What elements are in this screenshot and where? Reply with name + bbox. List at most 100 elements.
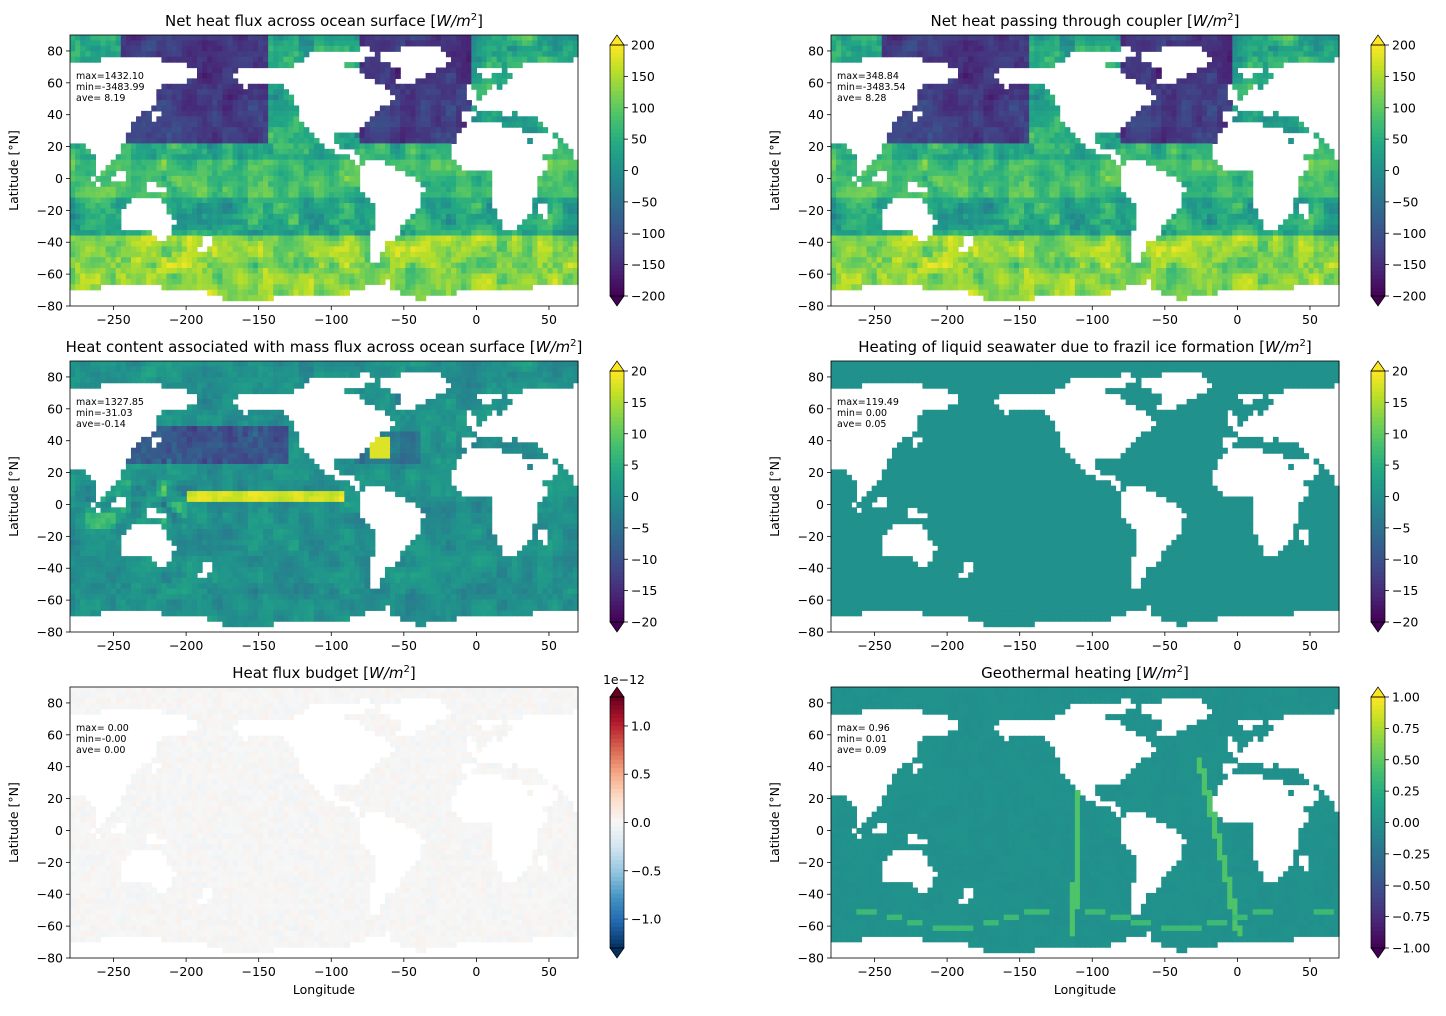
heatmap-cell bbox=[395, 138, 401, 144]
heatmap-cell bbox=[1263, 122, 1269, 128]
heatmap-cell bbox=[177, 89, 183, 95]
heatmap-cell bbox=[365, 268, 371, 274]
heatmap-cell bbox=[1293, 51, 1299, 57]
heatmap-cell bbox=[111, 35, 117, 41]
heatmap-cell bbox=[207, 122, 213, 128]
heatmap-cell bbox=[522, 230, 528, 236]
heatmap-cell bbox=[836, 40, 842, 46]
heatmap-cell bbox=[172, 214, 178, 220]
heatmap-cell bbox=[192, 78, 198, 84]
heatmap-cell bbox=[1141, 78, 1147, 84]
heatmap-cell bbox=[481, 268, 487, 274]
heatmap-cell bbox=[202, 160, 208, 166]
heatmap-cell bbox=[922, 111, 928, 117]
heatmap-cell bbox=[278, 219, 284, 225]
heatmap-cell bbox=[441, 165, 447, 171]
heatmap-cell bbox=[268, 290, 274, 296]
heatmap-cell bbox=[177, 252, 183, 258]
heatmap-cell bbox=[994, 62, 1000, 68]
heatmap-cell bbox=[1060, 51, 1066, 57]
heatmap-cell bbox=[405, 284, 411, 290]
heatmap-cell bbox=[563, 149, 569, 155]
heatmap-cell bbox=[948, 127, 954, 133]
heatmap-cell bbox=[963, 84, 969, 90]
heatmap-cell bbox=[456, 84, 462, 90]
heatmap-cell bbox=[334, 257, 340, 263]
heatmap-cell bbox=[339, 252, 345, 258]
heatmap-cell bbox=[436, 78, 442, 84]
heatmap-cell bbox=[344, 268, 350, 274]
heatmap-cell bbox=[314, 236, 320, 242]
heatmap-cell bbox=[999, 51, 1005, 57]
heatmap-cell bbox=[172, 160, 178, 166]
heatmap-cell bbox=[222, 295, 228, 301]
heatmap-cell bbox=[187, 160, 193, 166]
heatmap-cell bbox=[248, 160, 254, 166]
heatmap-cell bbox=[395, 105, 401, 111]
heatmap-cell bbox=[70, 154, 76, 160]
heatmap-cell bbox=[973, 46, 979, 52]
heatmap-cell bbox=[309, 198, 315, 204]
heatmap-cell bbox=[106, 273, 112, 279]
heatmap-cell bbox=[405, 138, 411, 144]
heatmap-cell bbox=[548, 246, 554, 252]
heatmap-cell bbox=[273, 181, 279, 187]
heatmap-cell bbox=[1253, 35, 1259, 41]
heatmap-cell bbox=[182, 165, 188, 171]
heatmap-cell bbox=[426, 116, 432, 122]
heatmap-cell bbox=[410, 160, 416, 166]
heatmap-cell bbox=[116, 203, 122, 209]
heatmap-cell bbox=[415, 149, 421, 155]
heatmap-cell bbox=[182, 181, 188, 187]
heatmap-cell bbox=[151, 160, 157, 166]
heatmap-cell bbox=[395, 133, 401, 139]
heatmap-cell bbox=[151, 263, 157, 269]
heatmap-cell bbox=[70, 268, 76, 274]
heatmap-cell bbox=[466, 187, 472, 193]
heatmap-cell bbox=[141, 279, 147, 285]
heatmap-cell bbox=[426, 100, 432, 106]
heatmap-cell bbox=[329, 257, 335, 263]
heatmap-cell bbox=[238, 181, 244, 187]
heatmap-cell bbox=[983, 122, 989, 128]
heatmap-cell bbox=[299, 187, 305, 193]
heatmap-cell bbox=[238, 241, 244, 247]
heatmap-cell bbox=[197, 230, 203, 236]
heatmap-cell bbox=[349, 263, 355, 269]
heatmap-cell bbox=[233, 62, 239, 68]
heatmap-cell bbox=[841, 40, 847, 46]
heatmap-cell bbox=[238, 192, 244, 198]
heatmap-cell bbox=[263, 246, 269, 252]
heatmap-cell bbox=[441, 46, 447, 52]
heatmap-cell bbox=[487, 192, 493, 198]
heatmap-cell bbox=[426, 208, 432, 214]
heatmap-cell bbox=[217, 46, 223, 52]
heatmap-cell bbox=[202, 73, 208, 79]
heatmap-cell bbox=[222, 279, 228, 285]
heatmap-cell bbox=[405, 100, 411, 106]
heatmap-cell bbox=[172, 246, 178, 252]
heatmap-cell bbox=[431, 171, 437, 177]
heatmap-cell bbox=[1004, 51, 1010, 57]
heatmap-cell bbox=[436, 116, 442, 122]
heatmap-cell bbox=[268, 273, 274, 279]
heatmap-cell bbox=[481, 273, 487, 279]
heatmap-cell bbox=[294, 219, 300, 225]
heatmap-cell bbox=[1288, 35, 1294, 41]
heatmap-cell bbox=[415, 138, 421, 144]
heatmap-cell bbox=[212, 225, 218, 231]
heatmap-cell bbox=[390, 133, 396, 139]
heatmap-cell bbox=[1212, 40, 1218, 46]
heatmap-cell bbox=[283, 171, 289, 177]
heatmap-cell bbox=[1187, 116, 1193, 122]
heatmap-cell bbox=[1126, 62, 1132, 68]
heatmap-cell bbox=[492, 268, 498, 274]
heatmap-cell bbox=[349, 62, 355, 68]
heatmap-cell bbox=[288, 192, 294, 198]
heatmap-cell bbox=[532, 273, 538, 279]
heatmap-cell bbox=[294, 203, 300, 209]
heatmap-cell bbox=[273, 263, 279, 269]
heatmap-cell bbox=[268, 116, 274, 122]
heatmap-cell bbox=[304, 192, 310, 198]
heatmap-cell bbox=[476, 116, 482, 122]
